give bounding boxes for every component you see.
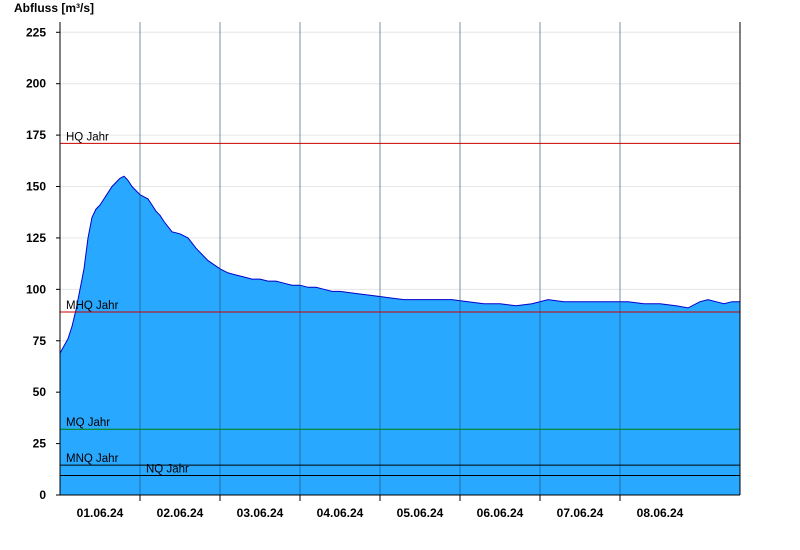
y-tick-label-9: 225: [26, 25, 46, 39]
y-tick-label-5: 125: [26, 231, 46, 245]
x-tick-label-7: 08.06.24: [637, 506, 684, 520]
y-tick-label-7: 175: [26, 128, 46, 142]
y-tick-label-6: 150: [26, 180, 46, 194]
ref-label-1: MHQ Jahr: [66, 300, 119, 312]
ref-label-2: MQ Jahr: [66, 417, 110, 429]
y-tick-label-0: 0: [39, 488, 46, 502]
y-tick-label-3: 75: [33, 334, 47, 348]
y-axis-label: Abfluss [m³/s]: [14, 1, 95, 15]
ref-label-4: NQ Jahr: [146, 463, 189, 475]
discharge-area: [60, 176, 740, 495]
ref-label-3: MNQ Jahr: [66, 453, 119, 465]
x-tick-label-5: 06.06.24: [477, 506, 524, 520]
x-tick-label-1: 02.06.24: [157, 506, 204, 520]
x-tick-label-3: 04.06.24: [317, 506, 364, 520]
y-tick-label-4: 100: [26, 282, 46, 296]
discharge-line: [59, 175, 740, 354]
y-tick-label-1: 25: [33, 437, 47, 451]
x-tick-label-4: 05.06.24: [397, 506, 444, 520]
x-tick-label-6: 07.06.24: [557, 506, 604, 520]
ref-label-0: HQ Jahr: [66, 131, 109, 143]
x-tick-label-0: 01.06.24: [77, 506, 124, 520]
y-tick-label-2: 50: [33, 385, 47, 399]
x-tick-label-2: 03.06.24: [237, 506, 284, 520]
y-tick-label-8: 200: [26, 77, 46, 91]
